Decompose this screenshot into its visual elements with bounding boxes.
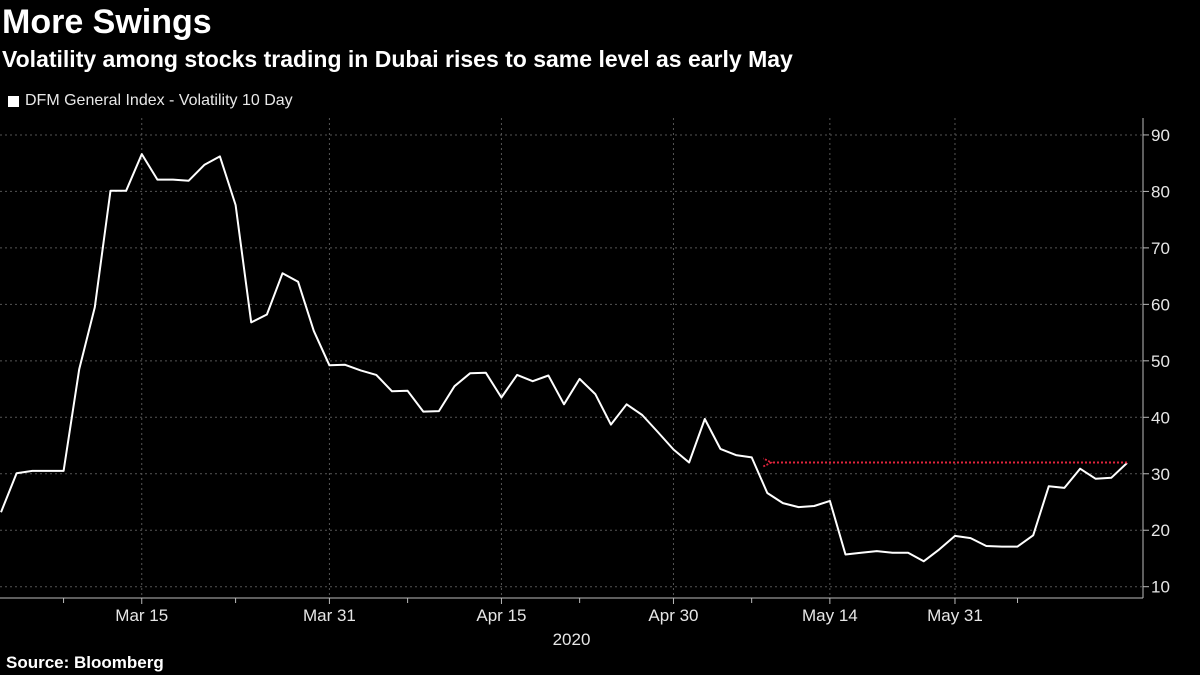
legend-swatch — [8, 95, 19, 107]
x-tick-label: Mar 15 — [115, 606, 168, 625]
x-tick-label: May 14 — [802, 606, 858, 625]
x-tick-label: May 31 — [927, 606, 983, 625]
y-tick-label: 60 — [1151, 295, 1170, 314]
y-tick-label: 10 — [1151, 578, 1170, 597]
x-tick-label: Apr 15 — [476, 606, 526, 625]
y-tick-label: 80 — [1151, 182, 1170, 201]
chart-title: More Swings — [2, 3, 212, 41]
y-tick-label: 70 — [1151, 239, 1170, 258]
legend: DFM General Index - Volatility 10 Day — [8, 90, 293, 112]
series-line — [0, 153, 1128, 563]
y-tick-label: 20 — [1151, 521, 1170, 540]
y-tick-label: 90 — [1151, 126, 1170, 145]
axes: 10 20 30 40 50 60 70 80 90 Mar 15 Mar 31 Apr 15 Apr … — [0, 118, 1170, 649]
legend-label: DFM General Index - Volatility 10 Day — [25, 92, 293, 109]
x-tick-label: Apr 30 — [648, 606, 698, 625]
y-tick-label: 50 — [1151, 352, 1170, 371]
x-tick-label: Mar 31 — [303, 606, 356, 625]
series-line-layer — [0, 153, 1128, 563]
y-tick-label: 30 — [1151, 465, 1170, 484]
source-note: Source: Bloomberg — [6, 653, 164, 672]
grid-lines — [0, 118, 1143, 598]
chart-subtitle: Volatility among stocks trading in Dubai… — [2, 46, 793, 72]
x-year-label: 2020 — [553, 630, 591, 649]
y-tick-label: 40 — [1151, 408, 1170, 427]
